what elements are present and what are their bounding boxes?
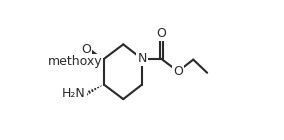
Text: O: O bbox=[173, 65, 183, 78]
Text: O: O bbox=[82, 43, 91, 56]
Text: methoxy: methoxy bbox=[72, 60, 79, 61]
Text: methoxy: methoxy bbox=[47, 55, 102, 68]
Text: H₂N: H₂N bbox=[62, 87, 86, 100]
Text: O: O bbox=[156, 27, 166, 40]
Polygon shape bbox=[85, 47, 104, 59]
Text: N: N bbox=[137, 52, 147, 65]
